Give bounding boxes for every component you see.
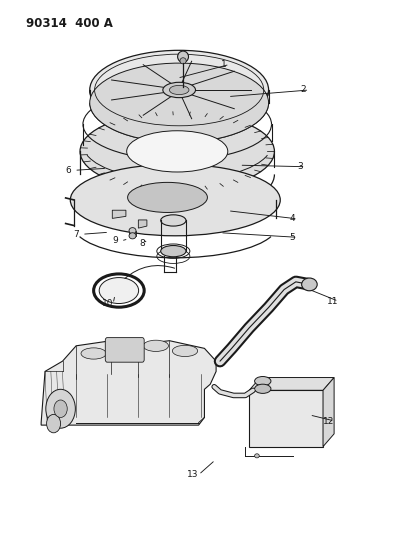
Text: 4: 4 bbox=[289, 214, 295, 223]
Text: 11: 11 bbox=[327, 297, 339, 306]
Ellipse shape bbox=[161, 246, 186, 257]
Circle shape bbox=[47, 414, 61, 433]
Ellipse shape bbox=[173, 345, 198, 357]
Ellipse shape bbox=[129, 228, 136, 234]
Text: 1: 1 bbox=[221, 60, 227, 69]
Text: 13: 13 bbox=[187, 470, 198, 479]
Polygon shape bbox=[139, 220, 147, 228]
Ellipse shape bbox=[127, 131, 228, 172]
Text: 12: 12 bbox=[323, 416, 335, 425]
Ellipse shape bbox=[129, 233, 136, 239]
Ellipse shape bbox=[70, 164, 280, 236]
Ellipse shape bbox=[255, 376, 271, 386]
Ellipse shape bbox=[163, 82, 196, 98]
Ellipse shape bbox=[169, 85, 189, 94]
Polygon shape bbox=[323, 377, 334, 447]
Ellipse shape bbox=[180, 58, 186, 64]
Polygon shape bbox=[41, 341, 216, 425]
Text: 2: 2 bbox=[301, 85, 307, 94]
Text: 3: 3 bbox=[297, 162, 303, 171]
Polygon shape bbox=[249, 377, 334, 390]
FancyBboxPatch shape bbox=[105, 337, 144, 362]
Text: 9: 9 bbox=[112, 237, 118, 245]
Text: 7: 7 bbox=[73, 230, 79, 239]
Ellipse shape bbox=[90, 63, 269, 142]
Ellipse shape bbox=[255, 384, 271, 393]
Ellipse shape bbox=[178, 51, 188, 62]
Text: 8: 8 bbox=[139, 239, 145, 248]
Ellipse shape bbox=[81, 348, 106, 359]
Text: 6: 6 bbox=[66, 166, 71, 175]
Ellipse shape bbox=[143, 340, 168, 351]
Ellipse shape bbox=[90, 50, 269, 130]
Text: 5: 5 bbox=[289, 233, 295, 242]
Ellipse shape bbox=[99, 278, 139, 303]
Ellipse shape bbox=[302, 278, 317, 291]
Ellipse shape bbox=[128, 182, 207, 213]
Polygon shape bbox=[112, 210, 126, 219]
Ellipse shape bbox=[255, 454, 259, 458]
Text: 90314  400 A: 90314 400 A bbox=[26, 17, 113, 30]
Circle shape bbox=[46, 389, 75, 428]
Ellipse shape bbox=[110, 342, 135, 353]
Ellipse shape bbox=[161, 215, 186, 226]
Ellipse shape bbox=[80, 112, 275, 191]
Circle shape bbox=[54, 400, 67, 417]
Text: 10: 10 bbox=[102, 300, 113, 309]
Polygon shape bbox=[249, 390, 323, 447]
